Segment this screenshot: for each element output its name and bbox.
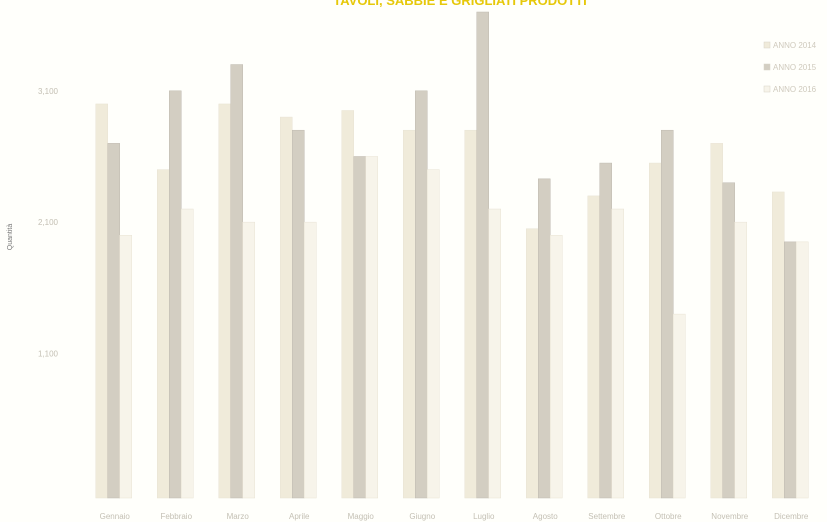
legend-label: ANNO 2014 [773, 41, 817, 50]
y-axis-label: Quantità [7, 224, 14, 251]
y-tick-label: 3,100 [38, 87, 59, 96]
legend-swatch [763, 63, 771, 71]
bar-anno-2014-gennaio [95, 103, 108, 499]
y-tick-label: 2,100 [38, 218, 59, 227]
bar-anno-2015-novembre [722, 182, 735, 499]
legend-label: ANNO 2015 [773, 63, 817, 72]
bar-anno-2016-maggio [365, 156, 378, 499]
bar-anno-2014-giugno [403, 129, 416, 499]
bar-anno-2014-agosto [526, 228, 539, 499]
bar-anno-2014-novembre [710, 143, 723, 499]
bar-anno-2015-febbraio [169, 90, 182, 499]
bar-anno-2014-maggio [341, 110, 354, 499]
x-tick-label: Ottobre [655, 512, 682, 521]
legend-swatch [763, 85, 771, 93]
x-tick-label: Luglio [473, 512, 495, 521]
bar-anno-2015-gennaio [107, 143, 120, 499]
bar-anno-2016-settembre [611, 208, 624, 499]
bar-anno-2016-ottobre [673, 313, 686, 499]
bar-anno-2014-luglio [464, 129, 477, 499]
bar-anno-2015-giugno [415, 90, 428, 499]
y-tick-labels: 3,100 2,100 1,100 [38, 87, 59, 359]
x-tick-label: Giugno [409, 512, 435, 521]
bar-anno-2014-ottobre [649, 162, 662, 499]
legend: ANNO 2014 ANNO 2015 ANNO 2016 [763, 41, 817, 94]
bar-series-group [95, 11, 809, 499]
x-tick-label: Maggio [348, 512, 375, 521]
x-tick-label: Aprile [289, 512, 310, 521]
bar-anno-2015-marzo [230, 64, 243, 499]
bar-anno-2014-febbraio [157, 169, 170, 499]
bar-anno-2015-maggio [353, 156, 366, 499]
bar-anno-2014-dicembre [772, 191, 785, 499]
bar-anno-2014-marzo [218, 103, 231, 499]
bar-anno-2016-giugno [427, 169, 440, 499]
x-tick-label: Dicembre [774, 512, 809, 521]
legend-label: ANNO 2016 [773, 85, 817, 94]
bar-anno-2015-aprile [292, 129, 305, 499]
x-tick-label: Settembre [588, 512, 625, 521]
bar-anno-2015-dicembre [784, 241, 797, 499]
x-tick-label: Agosto [533, 512, 558, 521]
bar-anno-2016-marzo [242, 221, 255, 499]
bar-anno-2015-agosto [538, 178, 551, 499]
x-tick-label: Marzo [227, 512, 250, 521]
chart-title: TAVOLI, SABBIE E GRIGLIATI PRODOTTI [333, 0, 587, 8]
legend-swatch [763, 41, 771, 49]
bar-anno-2015-luglio [476, 11, 489, 499]
bar-anno-2016-luglio [488, 208, 501, 499]
bar-anno-2016-novembre [734, 221, 747, 499]
x-tick-label: Novembre [711, 512, 748, 521]
x-tick-labels: Gennaio Febbraio Marzo Aprile Maggio Giugno Lu… [100, 512, 809, 521]
bar-anno-2016-dicembre [796, 241, 809, 499]
bar-anno-2015-ottobre [661, 129, 674, 499]
y-tick-label: 1,100 [38, 350, 59, 359]
bar-anno-2016-agosto [550, 235, 563, 499]
x-tick-label: Gennaio [100, 512, 131, 521]
x-tick-label: Febbraio [160, 512, 192, 521]
bar-anno-2014-aprile [280, 116, 293, 499]
bar-anno-2015-settembre [599, 162, 612, 499]
bar-anno-2016-aprile [304, 221, 317, 499]
bar-anno-2016-febbraio [181, 208, 194, 499]
bar-anno-2014-settembre [587, 195, 600, 499]
bar-anno-2016-gennaio [119, 235, 132, 499]
